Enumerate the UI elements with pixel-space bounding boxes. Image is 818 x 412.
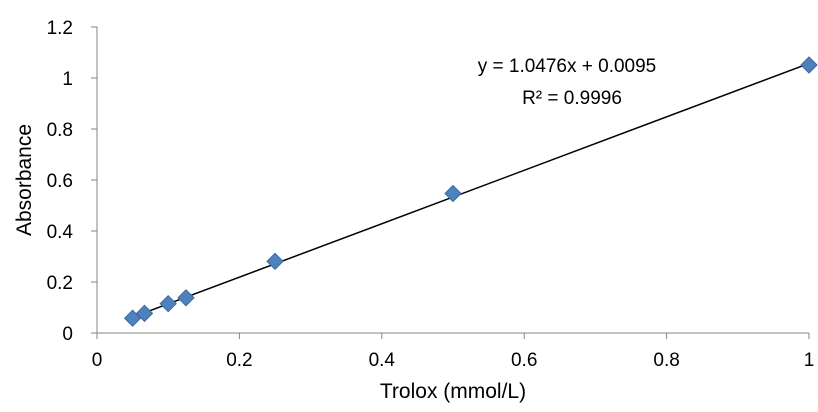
x-tick-label: 1 bbox=[804, 350, 815, 371]
data-point-marker bbox=[266, 252, 284, 271]
ticks: 0 0.2 0.4 0.6 0.8 1 1.2 0 0.2 0.4 0.6 0.8 1 bbox=[47, 18, 815, 371]
trendline-layer bbox=[132, 62, 810, 318]
x-tick-label: 0.6 bbox=[511, 350, 537, 371]
trendline-equation: y = 1.0476x + 0.0095 bbox=[478, 56, 657, 77]
r-squared-label: R² = 0.9996 bbox=[522, 88, 622, 109]
y-tick-label: 1.2 bbox=[47, 18, 73, 39]
y-tick-label: 0.4 bbox=[47, 222, 74, 243]
data-point-marker bbox=[800, 56, 818, 74]
y-tick-label: 0.2 bbox=[47, 273, 73, 294]
data-point-marker bbox=[177, 289, 195, 307]
data-point-marker bbox=[135, 304, 154, 323]
x-tick-label: 0.2 bbox=[226, 350, 252, 371]
y-tick-label: 0 bbox=[62, 324, 73, 345]
trendline bbox=[132, 62, 810, 318]
x-tick-label: 0 bbox=[92, 350, 103, 371]
data-point-marker bbox=[123, 309, 142, 327]
y-axis-title: Absorbance bbox=[13, 124, 36, 236]
y-tick-label: 0.8 bbox=[47, 120, 73, 141]
data-point-marker bbox=[159, 294, 177, 313]
data-point-marker bbox=[444, 184, 462, 203]
axes bbox=[96, 27, 809, 334]
y-tick-label: 0.6 bbox=[47, 171, 73, 192]
x-tick-label: 0.4 bbox=[369, 350, 396, 371]
x-axis-title: Trolox (mmol/L) bbox=[380, 380, 526, 403]
x-tick-label: 0.8 bbox=[653, 350, 679, 371]
data-points bbox=[123, 56, 818, 327]
y-tick-label: 1 bbox=[62, 69, 73, 90]
